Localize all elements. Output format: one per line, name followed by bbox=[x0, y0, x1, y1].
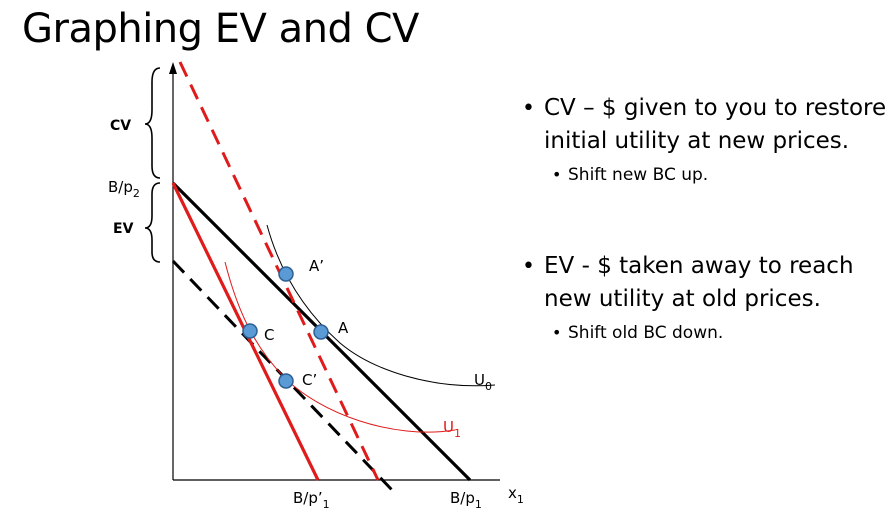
x-old-intercept-label: B/p1 bbox=[450, 489, 482, 511]
x-new-intercept-label: B/p’1 bbox=[293, 489, 330, 511]
y-axis-arrow bbox=[169, 62, 177, 74]
sub-bullet-cv: Shift new BC up. bbox=[522, 162, 887, 188]
indifference-curve-u1 bbox=[224, 261, 456, 433]
point-c-label: C bbox=[264, 326, 274, 344]
cv-label: CV bbox=[110, 118, 131, 134]
point-a-prime-marker bbox=[278, 266, 294, 282]
slide-title: Graphing EV and CV bbox=[22, 6, 419, 52]
cv-brace bbox=[144, 67, 161, 179]
x-axis-label: x1 bbox=[508, 484, 524, 506]
ev-brace bbox=[144, 182, 161, 263]
point-c-prime-label: C’ bbox=[302, 371, 317, 389]
point-a-prime-label: A’ bbox=[309, 257, 324, 275]
u0-label: U0 bbox=[474, 371, 492, 393]
ev-label: EV bbox=[113, 221, 134, 237]
sub-bullet-ev: Shift old BC down. bbox=[522, 320, 887, 346]
point-a-label: A bbox=[338, 319, 349, 337]
y-intercept-label: B/p2 bbox=[108, 178, 140, 200]
bullet-cv: CV – $ given to you to restore initial u… bbox=[522, 92, 887, 158]
indifference-curve-u0 bbox=[266, 224, 496, 387]
point-a-marker bbox=[313, 324, 329, 340]
point-c-prime-marker bbox=[278, 373, 294, 389]
point-c-marker bbox=[242, 323, 258, 339]
bullet-ev: EV - $ taken away to reach new utility a… bbox=[522, 250, 887, 316]
bullet-list: CV – $ given to you to restore initial u… bbox=[522, 92, 887, 346]
u1-label: U1 bbox=[443, 418, 461, 440]
